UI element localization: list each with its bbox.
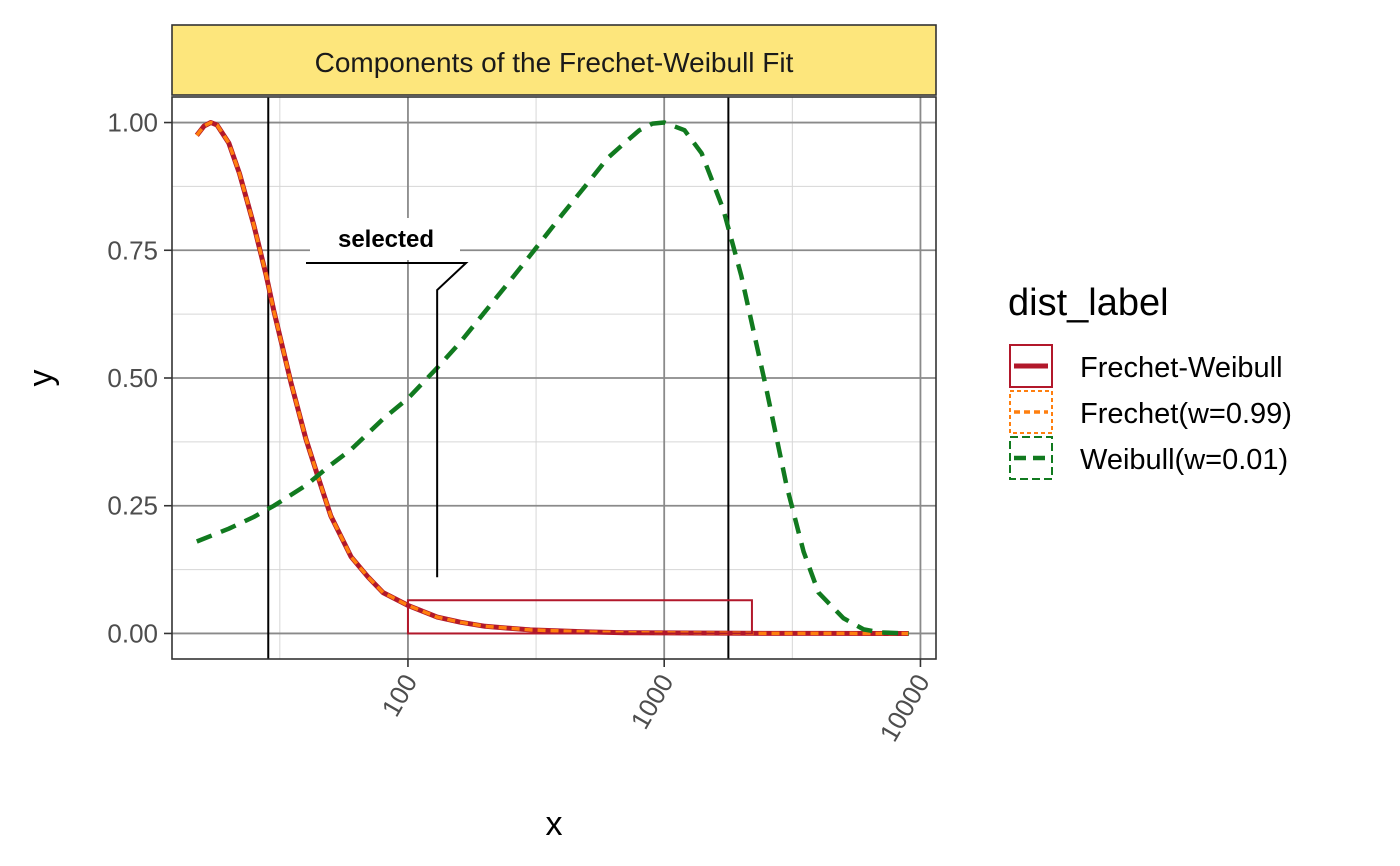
legend-label: Weibull(w=0.01) [1080,444,1288,476]
selection-rectangle-layer [406,599,753,635]
selection-rectangle [406,599,753,635]
plot-panel: selected [171,96,937,660]
legend: dist_label Frechet-Weibull Frechet(w=0.99… [1008,282,1292,480]
y-tick-label: 0.25 [107,491,158,521]
y-tick-label: 1.00 [107,108,158,138]
legend-label: Frechet(w=0.99) [1080,398,1292,430]
series-line-2 [195,120,909,636]
x-tick-label: 10000 [874,669,936,747]
legend-title: dist_label [1008,282,1169,324]
x-axis: 100 1000 10000 [375,659,936,747]
x-tick-label: 100 [375,669,423,722]
annotation-label-background [310,218,460,260]
y-tick-label: 0.50 [107,363,158,393]
series-lines [194,120,909,636]
y-tick-label: 0.00 [107,618,158,648]
legend-items: Frechet-Weibull Frechet(w=0.99) Weibull(w=… [1009,344,1292,480]
annotation-leader-line [306,262,469,578]
x-tick-label: 1000 [624,669,679,734]
facet-strip [171,24,937,96]
chart-title: Components of the Frechet-Weibull Fit [315,47,794,78]
annotation-layer: selected [306,218,469,578]
y-axis: 0.00 0.25 0.50 0.75 1.00 [107,108,172,648]
y-tick-label: 0.75 [107,235,158,265]
annotation-label: selected [338,226,434,253]
legend-label: Frechet-Weibull [1080,352,1283,384]
y-axis-title: y [22,370,60,387]
x-axis-title: x [546,805,563,843]
series-line-1 [195,120,909,636]
vertical-reference-lines [267,97,730,659]
